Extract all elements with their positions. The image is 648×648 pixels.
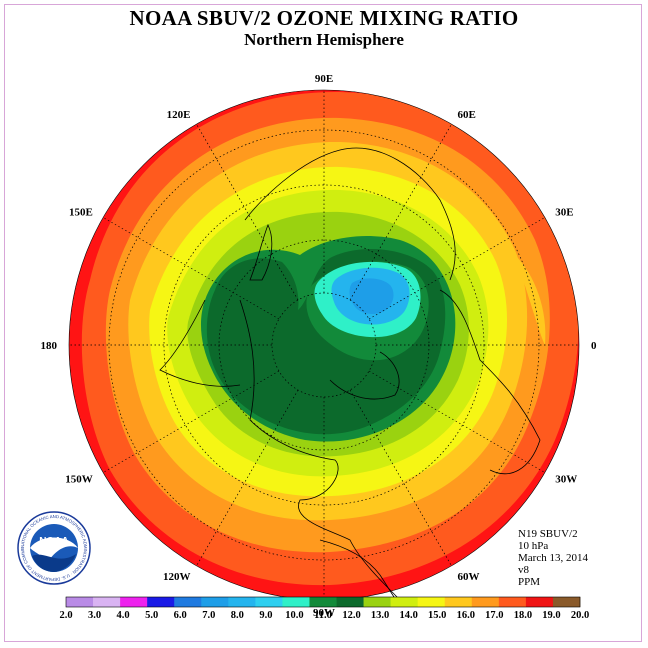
colorbar-tick-label: 3.0 xyxy=(88,610,101,621)
meridian-line xyxy=(102,370,280,473)
colorbar-swatch xyxy=(363,597,391,607)
longitude-label: 120W xyxy=(163,571,191,583)
band-gold-east xyxy=(515,255,546,345)
colorbar-tick-label: 11.0 xyxy=(314,610,332,621)
meridian-line xyxy=(368,217,546,320)
longitude-label: 120E xyxy=(167,109,191,121)
colorbar-tick-label: 19.0 xyxy=(542,610,560,621)
longitude-label: 30W xyxy=(555,474,577,486)
colorbar-tick-label: 20.0 xyxy=(571,610,589,621)
colorbar-tick-label: 18.0 xyxy=(514,610,532,621)
colorbar-tick-label: 17.0 xyxy=(485,610,503,621)
logo-text: NOAA xyxy=(39,536,68,547)
meridian-line xyxy=(102,217,280,320)
info-pressure: 10 hPa xyxy=(518,540,549,552)
colorbar-tick-label: 16.0 xyxy=(457,610,475,621)
meridian-line xyxy=(349,123,452,301)
meridian-line xyxy=(196,123,299,301)
colorbar-tick-label: 12.0 xyxy=(342,610,360,621)
colorbar-swatch xyxy=(147,597,175,607)
map-title: NOAA SBUV/2 OZONE MIXING RATIO xyxy=(129,6,519,30)
colorbar-swatch xyxy=(444,597,473,607)
meridian-line xyxy=(196,389,299,567)
longitude-label: 150W xyxy=(65,474,93,486)
graticule xyxy=(69,90,579,600)
longitude-label: 60W xyxy=(458,571,480,583)
info-units: PPM xyxy=(518,576,541,588)
colorbar-swatch xyxy=(66,597,94,607)
colorbar-swatch xyxy=(93,597,121,607)
colorbar-swatch xyxy=(201,597,229,607)
colorbar-tick-label: 5.0 xyxy=(145,610,158,621)
colorbar-swatch xyxy=(336,597,364,607)
colorbar-tick-label: 14.0 xyxy=(400,610,418,621)
colorbar-tick-label: 15.0 xyxy=(428,610,446,621)
colorbar-swatch xyxy=(471,597,500,607)
coastlines xyxy=(159,147,541,606)
colorbar-border xyxy=(65,596,581,608)
coastline-north-america xyxy=(239,299,401,601)
colorbar-swatch xyxy=(417,597,446,607)
info-date: March 13, 2014 xyxy=(518,552,588,564)
longitude-label: 90W xyxy=(313,607,335,619)
longitude-label: 30E xyxy=(555,207,573,219)
colorbar-swatch xyxy=(309,597,337,607)
colorbar-swatch xyxy=(174,597,202,607)
colorbar-swatch xyxy=(498,597,527,607)
colorbar-swatch xyxy=(390,597,418,607)
longitude-label: 180 xyxy=(41,340,58,352)
colorbar-swatch xyxy=(552,597,581,607)
longitude-label: 60E xyxy=(458,109,476,121)
coastline-greenland xyxy=(329,351,400,400)
colorbar-tick-label: 8.0 xyxy=(231,610,244,621)
longitude-label: 0 xyxy=(591,340,597,352)
noaa-logo: NOAA NATIONAL OCEANIC AND ATMOSPHERIC AD… xyxy=(17,511,91,585)
image-frame xyxy=(4,4,642,642)
colorbar-swatch xyxy=(255,597,283,607)
colorbar-tick-label: 10.0 xyxy=(285,610,303,621)
colorbar-tick-label: 4.0 xyxy=(117,610,130,621)
colorbar-tick-label: 7.0 xyxy=(202,610,215,621)
colorbar: 2.0 3.0 4.0 5.0 6.0 7.0 8.0 9.0 10.0 11.0 12.0 13.0… xyxy=(59,596,589,621)
ozone-contours xyxy=(69,90,579,600)
logo-wave-icon xyxy=(32,554,76,572)
longitude-label: 90E xyxy=(315,73,333,85)
colorbar-tick-label: 13.0 xyxy=(371,610,389,621)
colorbar-swatch xyxy=(525,597,554,607)
coastline-europe xyxy=(439,289,541,475)
meridian-line xyxy=(368,370,546,473)
colorbar-swatch xyxy=(282,597,310,607)
band-blue xyxy=(349,278,394,314)
longitude-labels: 90E 60E 30E 0 30W 60W 90W 120W 150W 180 150E 120E xyxy=(41,73,598,619)
map-subtitle: Northern Hemisphere xyxy=(244,30,404,49)
colorbar-swatch xyxy=(120,597,148,607)
info-satellite: N19 SBUV/2 xyxy=(518,528,578,540)
meridian-line xyxy=(349,389,452,567)
longitude-label: 150E xyxy=(69,207,93,219)
colorbar-tick-label: 9.0 xyxy=(259,610,272,621)
colorbar-swatch xyxy=(228,597,256,607)
coastline-japan xyxy=(249,223,273,281)
latitude-circle-30 xyxy=(108,129,540,561)
meridians xyxy=(69,90,579,600)
info-version: v8 xyxy=(518,564,529,576)
coastline-alaska xyxy=(159,299,241,387)
coastline-asia xyxy=(244,147,456,281)
colorbar-tick-label: 2.0 xyxy=(59,610,72,621)
colorbar-tick-label: 6.0 xyxy=(174,610,187,621)
